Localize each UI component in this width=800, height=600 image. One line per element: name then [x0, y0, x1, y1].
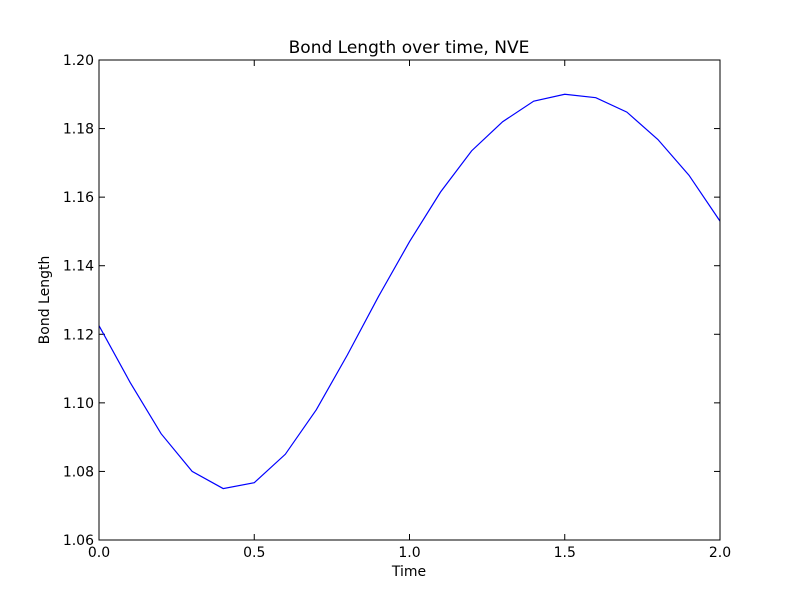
y-tick-label-1: 1.08 — [63, 464, 94, 480]
y-tick-label-6: 1.18 — [63, 122, 94, 138]
y-tick-label-3: 1.12 — [63, 327, 94, 343]
y-tick-label-7: 1.20 — [63, 53, 94, 69]
x-tick-label-0: 0.0 — [88, 545, 110, 561]
x-axis-label: Time — [391, 564, 426, 580]
x-tick-label-1: 0.5 — [243, 545, 265, 561]
chart-title: Bond Length over time, NVE — [289, 38, 530, 58]
series-line-0 — [98, 93, 721, 490]
x-tick-label-4: 2.0 — [709, 545, 731, 561]
plot-layer: 0.0 0.5 1.0 1.5 2.0 1.06 1.08 1.10 1.12 1.14 1.16 1… — [63, 53, 731, 561]
y-tick-label-0: 1.06 — [63, 533, 94, 549]
x-tick-label-2: 1.0 — [398, 545, 420, 561]
y-axis-label: Bond Length — [37, 256, 53, 345]
y-tick-label-5: 1.16 — [63, 190, 94, 206]
plot-frame — [98, 59, 721, 541]
y-tick-label-4: 1.14 — [63, 259, 94, 275]
x-tick-label-3: 1.5 — [554, 545, 576, 561]
y-tick-label-2: 1.10 — [63, 396, 94, 412]
